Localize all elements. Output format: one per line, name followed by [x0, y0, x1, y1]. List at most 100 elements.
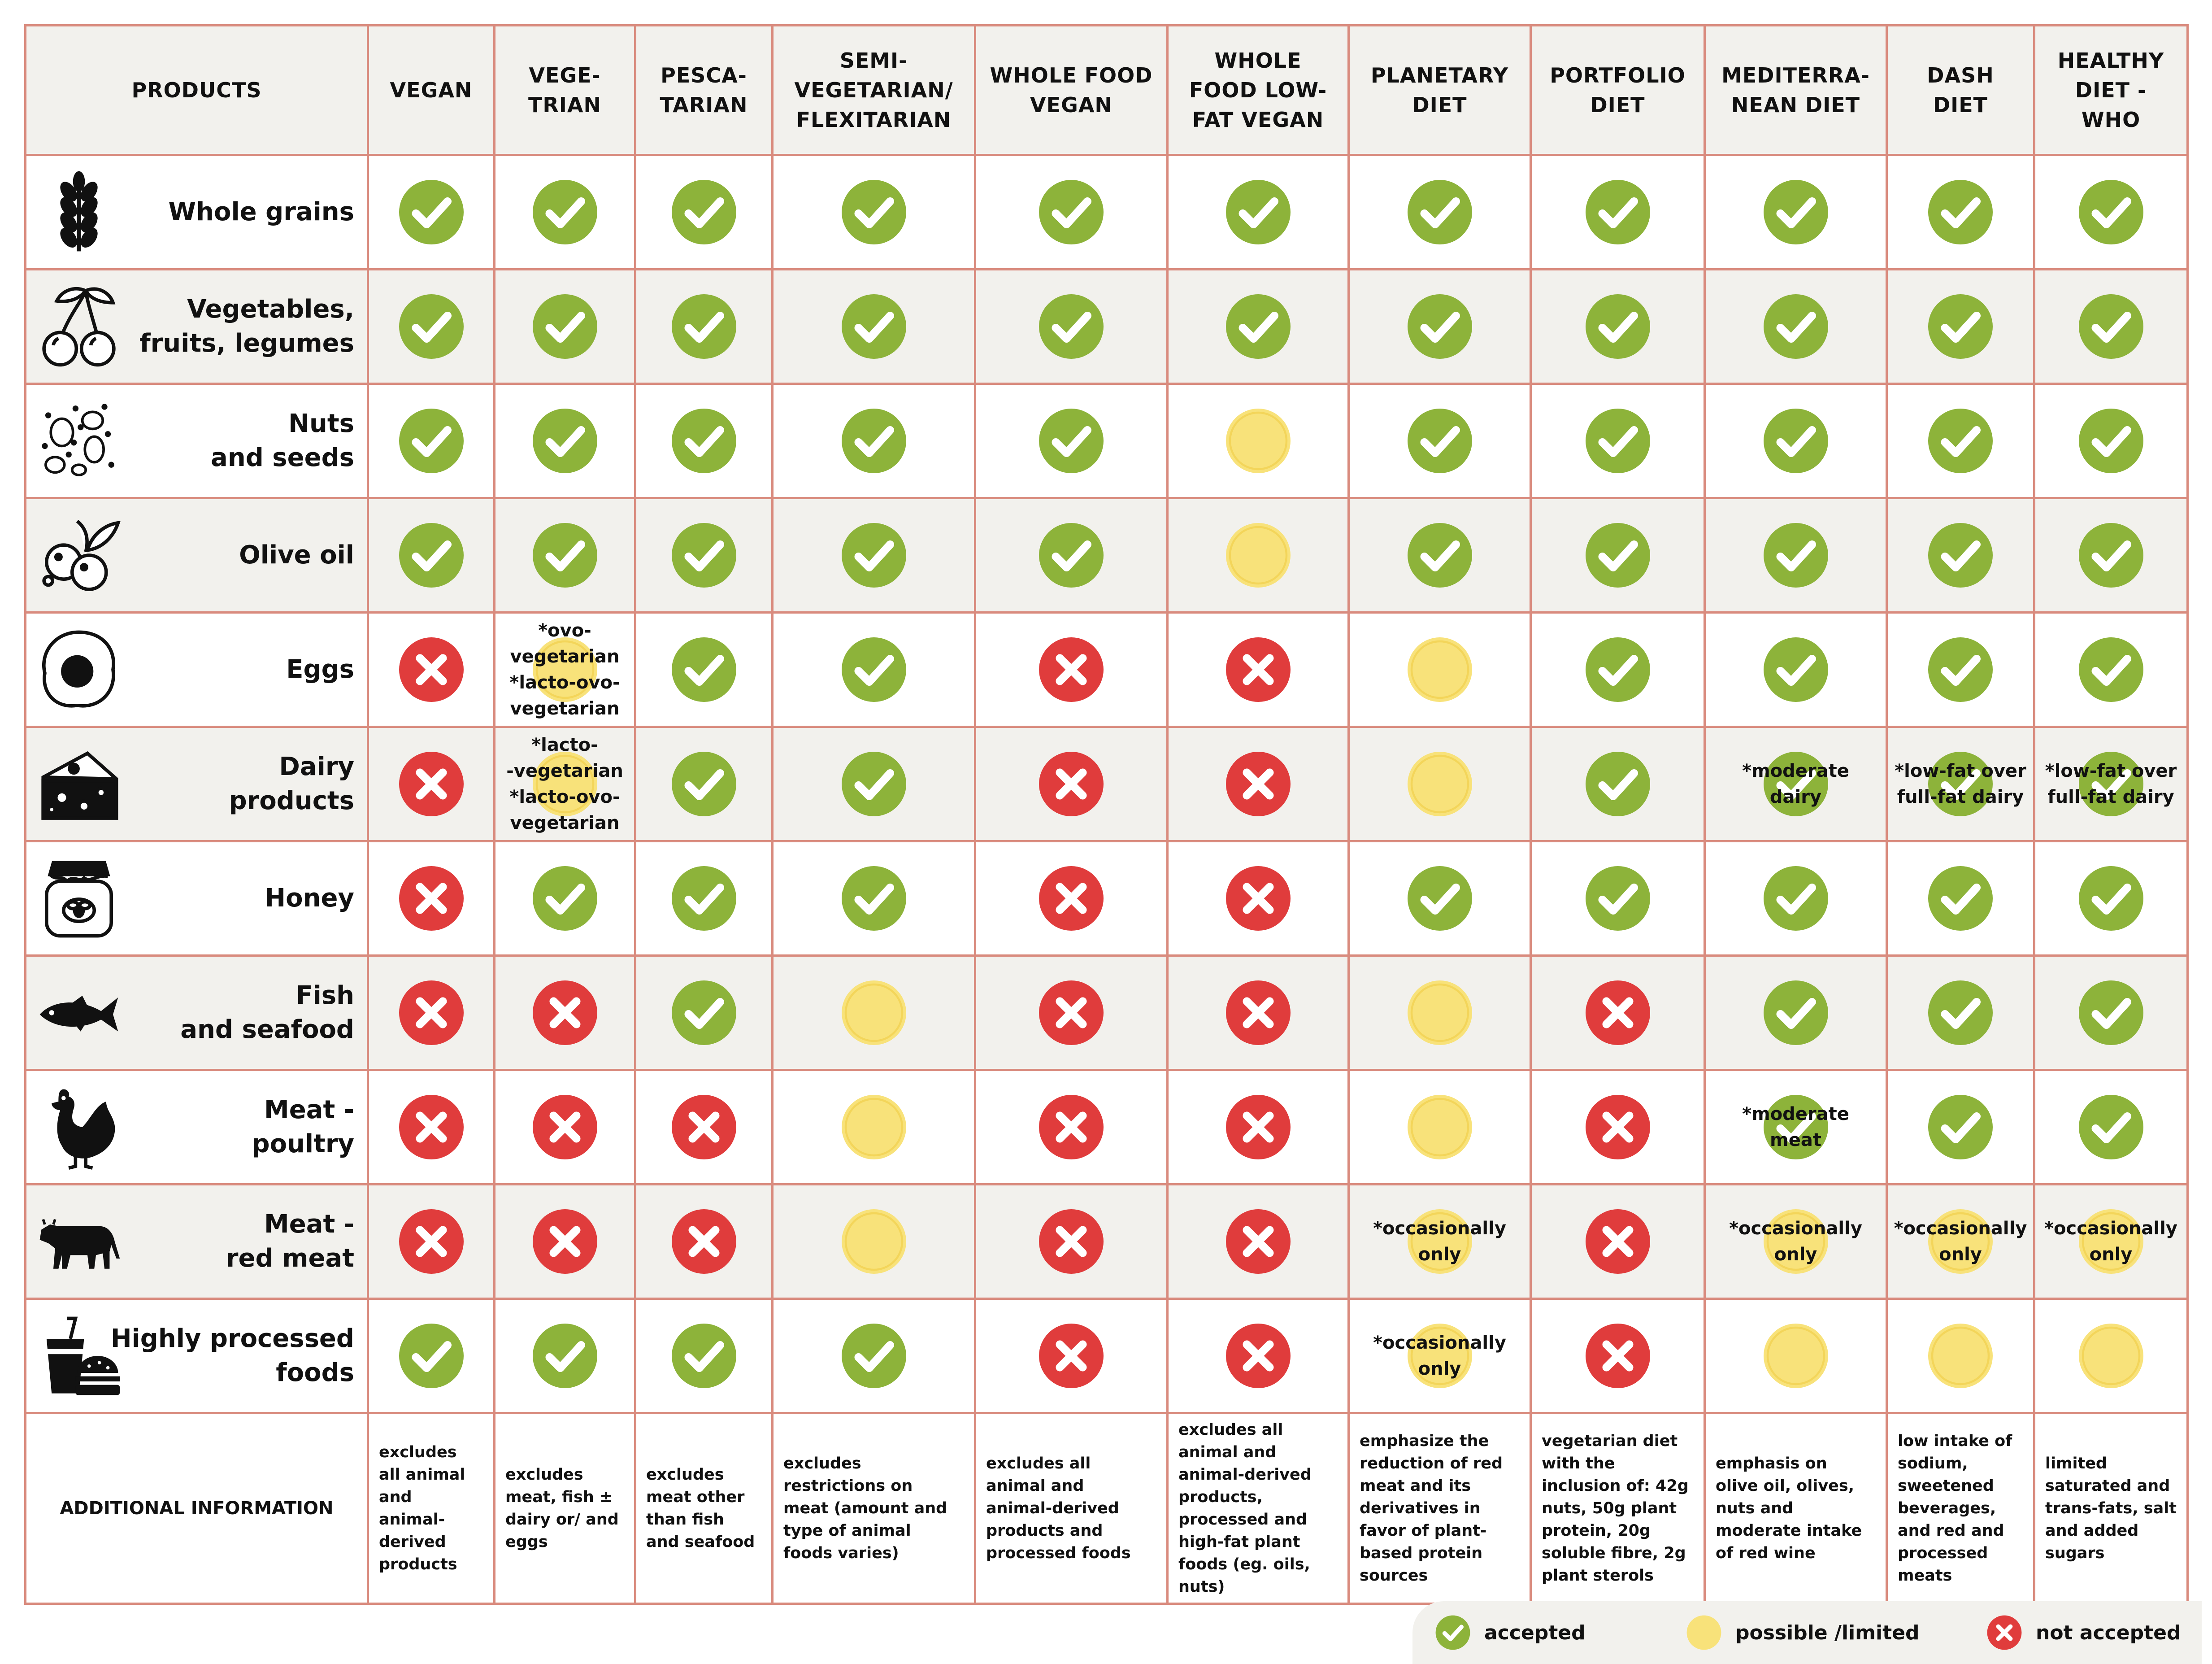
check-icon: [531, 865, 599, 932]
check-icon: [1927, 179, 1994, 246]
header-diet: SEMI- VEGETARIAN/ FLEXITARIAN: [771, 24, 976, 156]
status-cell: [1886, 268, 2035, 385]
table-row: Whole grains: [24, 154, 2189, 270]
status-cell: [634, 268, 774, 385]
status-cell: [1166, 1069, 1350, 1185]
status-cell: [2033, 1298, 2189, 1414]
status-cell: [974, 611, 1169, 728]
status-cell: *moderate dairy: [1704, 726, 1888, 842]
check-icon: [398, 293, 465, 360]
table-row: Olive oil: [24, 497, 2189, 614]
check-icon: [1762, 979, 1830, 1046]
cow-icon: [36, 1199, 122, 1284]
header-diet: PESCA- TARIAN: [634, 24, 774, 156]
product-cell: Whole grains: [24, 154, 369, 270]
status-note: *occasionally only: [2044, 1218, 2177, 1265]
check-icon: [2077, 636, 2145, 703]
status-cell: [634, 497, 774, 614]
check-icon: [1406, 407, 1473, 475]
product-label: Nuts and seeds: [211, 409, 354, 472]
circle-icon: *occasionally only: [1373, 1322, 1506, 1390]
status-cell: [493, 840, 636, 957]
status-cell: [771, 497, 976, 614]
status-cell: [2033, 1069, 2189, 1185]
check-icon: [1038, 522, 1105, 589]
circle-icon: [1406, 979, 1473, 1046]
product-label: Meat - red meat: [226, 1210, 354, 1273]
status-cell: [634, 726, 774, 842]
check-icon: [1038, 407, 1105, 475]
check-icon: [1225, 179, 1292, 246]
check-icon: [840, 179, 908, 246]
legend-not-accepted-label: not accepted: [2036, 1621, 2181, 1644]
header-diet: HEALTHY DIET - WHO: [2033, 24, 2189, 156]
check-icon: [670, 979, 738, 1046]
status-cell: [2033, 268, 2189, 385]
status-cell: [1347, 383, 1532, 499]
fish-icon: [36, 970, 122, 1055]
status-cell: [1347, 611, 1532, 728]
product-cell: Vegetables, fruits, legumes: [24, 268, 369, 385]
status-cell: [1530, 268, 1706, 385]
status-cell: [634, 611, 774, 728]
check-icon: [2077, 407, 2145, 475]
status-note: *ovo- vegetarian *lacto-ovo- vegetarian: [509, 620, 620, 719]
status-cell: [974, 497, 1169, 614]
check-icon: [840, 522, 908, 589]
check-icon: *low-fat over full-fat dairy: [1895, 750, 2026, 818]
circle-icon: *ovo- vegetarian *lacto-ovo- vegetarian: [509, 620, 620, 719]
circle-icon: [1686, 1615, 1721, 1650]
check-icon: [1762, 179, 1830, 246]
product-label: Fish and seafood: [180, 981, 354, 1044]
check-icon: [531, 522, 599, 589]
circle-icon: [2077, 1322, 2145, 1390]
table-row: Meat - red meat *occasionally only *occasi…: [24, 1183, 2189, 1300]
circle-icon: [1406, 1093, 1473, 1161]
additional-info-text: emphasize the reduction of red meat and …: [1347, 1412, 1532, 1605]
additional-info-text: excludes meat, fish ± dairy or/ and eggs: [493, 1412, 636, 1605]
circle-icon: *occasionally only: [1373, 1208, 1506, 1275]
status-cell: [367, 1069, 495, 1185]
check-icon: [2077, 522, 2145, 589]
status-cell: [367, 1298, 495, 1414]
status-note: *low-fat over full-fat dairy: [1895, 761, 2026, 807]
check-icon: [1038, 179, 1105, 246]
status-cell: [771, 611, 976, 728]
check-icon: [670, 179, 738, 246]
status-cell: [493, 1298, 636, 1414]
check-icon: [531, 179, 599, 246]
status-cell: [1347, 726, 1532, 842]
check-icon: [1762, 865, 1830, 932]
status-cell: [367, 1183, 495, 1300]
check-icon: [840, 293, 908, 360]
check-icon: [840, 636, 908, 703]
status-note: *low-fat over full-fat dairy: [2045, 761, 2177, 807]
cross-icon: [1225, 1322, 1292, 1390]
additional-info-text: excludes meat other than fish and seafoo…: [634, 1412, 774, 1605]
check-icon: [840, 750, 908, 818]
cross-icon: [1225, 750, 1292, 818]
status-cell: [974, 840, 1169, 957]
status-cell: [771, 840, 976, 957]
cross-icon: [1987, 1615, 2022, 1650]
status-cell: [493, 497, 636, 614]
status-cell: [1704, 611, 1888, 728]
check-icon: [2077, 865, 2145, 932]
status-cell: [974, 726, 1169, 842]
table-row: Honey: [24, 840, 2189, 957]
check-icon: [398, 522, 465, 589]
product-cell: Highly processed foods: [24, 1298, 369, 1414]
cross-icon: [531, 979, 599, 1046]
status-cell: [367, 154, 495, 270]
cross-icon: [1038, 1322, 1105, 1390]
status-cell: [634, 154, 774, 270]
status-cell: [1886, 840, 2035, 957]
status-cell: [2033, 611, 2189, 728]
status-cell: [771, 1069, 976, 1185]
check-icon: [531, 407, 599, 475]
status-cell: *occasionally only: [1347, 1298, 1532, 1414]
circle-icon: *occasionally only: [1894, 1208, 2027, 1275]
status-cell: [634, 1069, 774, 1185]
egg-icon: [36, 627, 122, 712]
check-icon: [1584, 293, 1651, 360]
